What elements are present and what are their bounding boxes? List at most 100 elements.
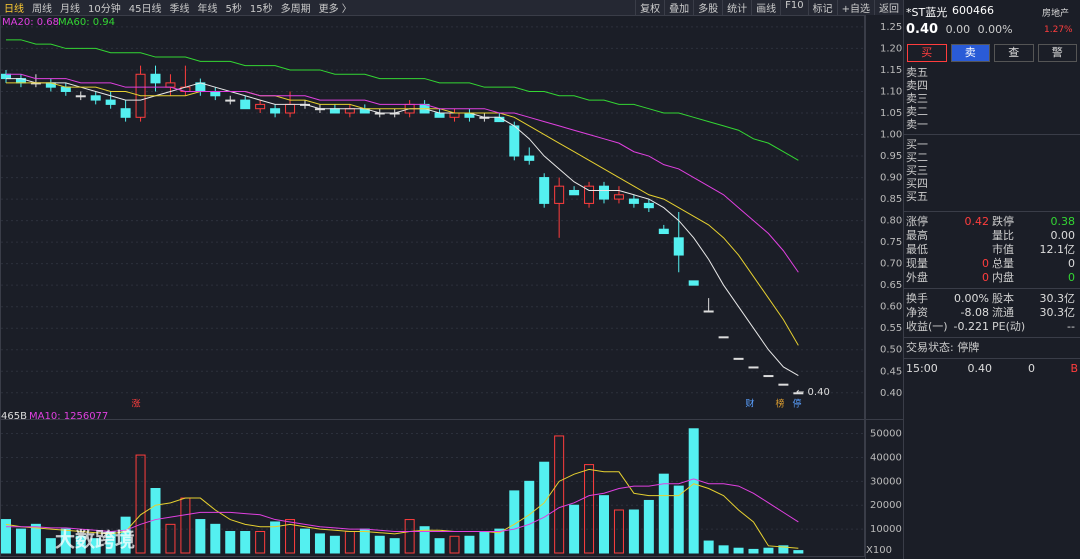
volume-bar xyxy=(389,538,400,554)
stat-label: 现量 xyxy=(906,257,928,270)
stat-cell: 量比 0.00 xyxy=(992,229,1078,243)
y-tick-label: 1.20 xyxy=(880,43,902,54)
stat-label: 最高 xyxy=(906,229,928,242)
stat-label: 净资 xyxy=(906,306,928,319)
volume-bar xyxy=(793,550,804,554)
volume-bar xyxy=(359,528,370,554)
candle-body xyxy=(778,383,789,386)
y-tick-label: 1.25 xyxy=(880,22,902,33)
volume-bar xyxy=(419,526,430,554)
trade-button[interactable]: 卖 xyxy=(950,44,990,62)
period-tab[interactable]: 多周期 xyxy=(280,4,311,15)
stat-cell: 外盘 0 xyxy=(906,271,992,285)
quote-panel: *ST蓝光 600466 房地产 0.40 0.00 0.00% 1.27% 买… xyxy=(903,0,1080,559)
last-price-label: ← 0.40 xyxy=(796,387,830,398)
volume-bar xyxy=(270,521,281,554)
stat-label: 最低 xyxy=(906,243,928,256)
stat-value: 0 xyxy=(1068,257,1075,270)
tool-button[interactable]: 统计 xyxy=(722,0,751,15)
stat-cell: 跌停 0.38 xyxy=(992,215,1078,229)
stat-value: 0.00% xyxy=(954,292,989,305)
volume-bar xyxy=(45,538,56,554)
volume-bar xyxy=(748,548,759,554)
period-tab[interactable]: 季线 xyxy=(169,4,190,15)
price: 0.40 xyxy=(906,22,939,37)
candle-body xyxy=(793,392,804,395)
period-tab[interactable]: 5秒 xyxy=(225,4,242,15)
volume-bar xyxy=(479,531,490,554)
volume-bar xyxy=(15,528,26,554)
tool-button[interactable]: F10 xyxy=(780,0,807,15)
period-tab[interactable]: 日线 xyxy=(4,4,24,15)
candle-body xyxy=(1,73,11,80)
stat-cell: 换手 0.00% xyxy=(906,292,992,306)
candle-body xyxy=(733,357,744,360)
period-tab[interactable]: 更多 〉 xyxy=(318,4,352,15)
chart-frame xyxy=(0,15,865,557)
ma-line xyxy=(6,39,799,161)
tool-button[interactable]: 复权 xyxy=(635,0,664,15)
tool-button[interactable]: 多股 xyxy=(693,0,722,15)
candle-body xyxy=(105,99,116,105)
trade-button[interactable]: 买 xyxy=(907,44,947,62)
book-level: 卖五 xyxy=(906,66,928,79)
period-tab[interactable]: 年线 xyxy=(197,4,218,15)
period-tab[interactable]: 10分钟 xyxy=(88,4,121,15)
chart-area: 1.25 1.20 1.15 1.10 1.05 1.00 0.95 0.90 0.85 0.80… xyxy=(0,15,903,559)
sector[interactable]: 房地产 xyxy=(1042,9,1070,19)
tool-button[interactable]: 返回 xyxy=(874,0,903,15)
candle-body xyxy=(584,185,595,204)
period-tab[interactable]: 周线 xyxy=(32,4,52,15)
tool-button[interactable]: 标记 xyxy=(807,0,837,15)
stat-value: 0 xyxy=(982,257,989,270)
tick-cell: 0 xyxy=(1028,362,1035,375)
y-tick-label: 1.05 xyxy=(880,108,902,119)
tool-button[interactable]: +自选 xyxy=(836,0,874,15)
stat-label: 换手 xyxy=(906,292,928,305)
period-tab[interactable]: 月线 xyxy=(60,4,80,15)
stat-cell: 收益(一) -0.221 xyxy=(906,320,992,334)
volume-bar xyxy=(434,538,445,554)
book-level: 买四 xyxy=(906,177,928,190)
volume-bar xyxy=(494,528,505,554)
stat-cell: 股本 30.3亿 xyxy=(992,292,1078,306)
candle-body xyxy=(569,189,580,196)
tool-button[interactable]: 叠加 xyxy=(664,0,693,15)
tick-cell: 15:00 xyxy=(906,362,938,375)
volume-bar xyxy=(539,461,550,554)
y-tick-label: 0.65 xyxy=(880,280,902,291)
volume-bar xyxy=(374,535,385,554)
volume-bar xyxy=(300,528,310,554)
y-tick-label: 0.60 xyxy=(880,302,902,313)
candle-body xyxy=(628,198,639,204)
candle-body xyxy=(599,185,609,200)
y-tick-label: 1.00 xyxy=(880,130,902,141)
sector-change: 1.27% xyxy=(1044,25,1073,35)
stat-cell: 净资 -8.08 xyxy=(906,306,992,320)
event-marker: 涨 xyxy=(131,399,140,410)
volume-bar xyxy=(703,540,714,554)
stat-value: 30.3亿 xyxy=(1039,306,1076,319)
ma-legend: MA20: 0.68 xyxy=(2,17,59,28)
trade-button[interactable]: 警 xyxy=(1037,44,1077,62)
volume-bar xyxy=(643,499,654,554)
y-tick-label: 40000 xyxy=(870,452,902,463)
period-tab[interactable]: 45日线 xyxy=(128,4,162,15)
candle-body xyxy=(120,108,131,118)
candle-body xyxy=(763,375,774,378)
status-row: 交易状态: 停牌 xyxy=(904,341,1080,355)
event-marker: 财 xyxy=(745,398,754,410)
book-level: 买二 xyxy=(906,151,928,164)
stat-value: 12.1亿 xyxy=(1039,243,1076,256)
y-tick-label: 10000 xyxy=(870,524,902,535)
candle-body xyxy=(270,108,281,114)
candle-body xyxy=(255,103,266,110)
volume-bar xyxy=(255,531,266,554)
tick-cell: B xyxy=(1070,362,1078,375)
stat-label: 涨停 xyxy=(906,215,928,228)
unit-label: X100 xyxy=(866,545,892,556)
tool-button[interactable]: 画线 xyxy=(751,0,780,15)
trade-button[interactable]: 查 xyxy=(994,44,1034,62)
period-tab[interactable]: 15秒 xyxy=(249,4,273,15)
